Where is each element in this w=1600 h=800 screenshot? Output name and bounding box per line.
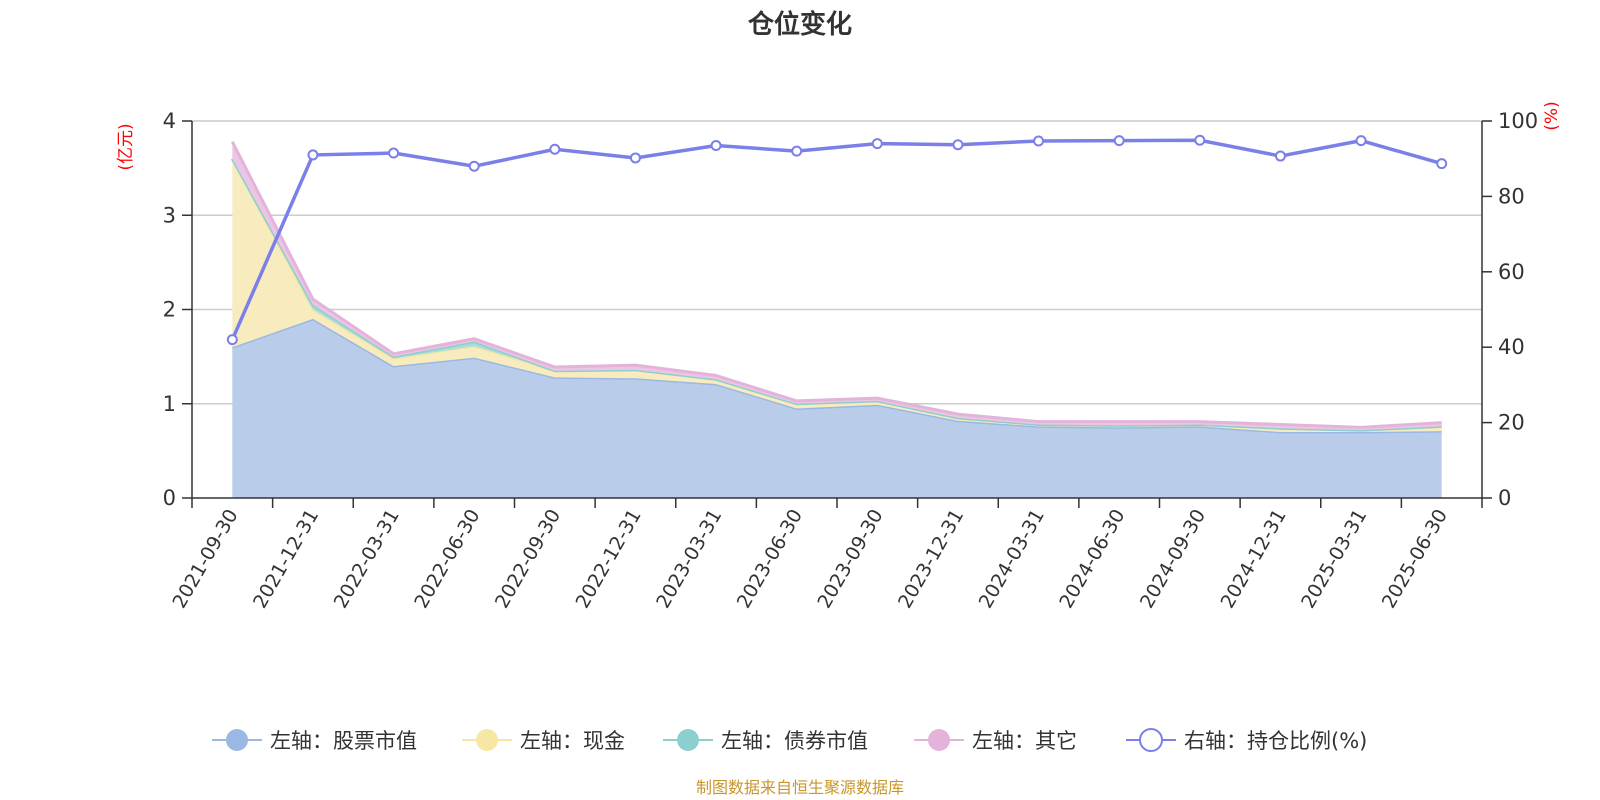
x-tick-label: 2024-09-30 xyxy=(1136,506,1210,613)
ratio-line xyxy=(230,138,1443,341)
legend-marker xyxy=(1139,728,1163,752)
x-tick-label: 2023-06-30 xyxy=(733,506,807,613)
right-tick-label: 100 xyxy=(1498,109,1538,133)
legend-label: 左轴：债券市值 xyxy=(721,729,868,753)
right-tick-label: 0 xyxy=(1498,486,1511,510)
data-source-note: 制图数据来自恒生聚源数据库 xyxy=(696,778,904,797)
x-tick-label: 2022-12-31 xyxy=(572,506,646,613)
legend-label: 右轴：持仓比例(%) xyxy=(1184,729,1367,753)
legend-label: 左轴：股票市值 xyxy=(270,729,417,753)
right-tick-label: 20 xyxy=(1498,411,1525,435)
ratio-point xyxy=(1436,158,1448,170)
stacked-areas xyxy=(230,141,1442,498)
chart-title: 仓位变化 xyxy=(747,9,852,40)
left-tick-label: 1 xyxy=(163,392,176,416)
x-tick-label: 2023-09-30 xyxy=(813,506,887,613)
x-tick-label: 2024-03-31 xyxy=(975,506,1049,613)
x-tick-label: 2023-03-31 xyxy=(652,506,726,613)
legend-marker xyxy=(928,729,950,751)
ratio-point xyxy=(710,140,722,152)
x-tick-label: 2021-12-31 xyxy=(249,506,323,613)
legend: 左轴：股票市值 左轴：现金 左轴：债券市值 左轴：其它 右轴：持仓比例(%) xyxy=(212,728,1367,753)
x-tick-label: 2024-12-31 xyxy=(1217,506,1291,613)
x-tick-label: 2025-03-31 xyxy=(1297,506,1371,613)
area-edge-line xyxy=(231,317,1442,434)
ratio-line-series xyxy=(226,134,1448,346)
legend-marker xyxy=(226,729,248,751)
right-tick-label: 80 xyxy=(1498,184,1525,208)
ratio-point xyxy=(1033,135,1045,147)
ratio-point xyxy=(871,138,883,150)
left-tick-label: 4 xyxy=(163,109,176,133)
left-tick-label: 0 xyxy=(163,486,176,510)
x-tick-label: 2022-09-30 xyxy=(491,506,565,613)
area-band xyxy=(232,318,1442,498)
legend-marker xyxy=(476,729,498,751)
left-tick-label: 2 xyxy=(163,298,176,322)
ratio-point xyxy=(1194,134,1206,146)
left-tick-label: 3 xyxy=(163,203,176,227)
ratio-point xyxy=(226,334,238,346)
ratio-point xyxy=(1274,150,1286,162)
x-tick-label: 2022-03-31 xyxy=(330,506,404,613)
ratio-point xyxy=(791,145,803,157)
area-edge-line xyxy=(230,141,1442,429)
legend-marker xyxy=(677,729,699,751)
legend-label: 左轴：其它 xyxy=(972,729,1077,753)
x-tick-label: 2021-09-30 xyxy=(168,506,242,613)
ratio-point xyxy=(388,147,400,159)
x-tick-label: 2022-06-30 xyxy=(410,506,484,613)
x-tick-label: 2024-06-30 xyxy=(1055,506,1129,613)
ratio-point xyxy=(1113,135,1125,147)
ratio-point xyxy=(468,160,480,172)
right-tick-label: 60 xyxy=(1498,260,1525,284)
ratio-point xyxy=(307,149,319,161)
right-axis-unit: (%) xyxy=(1542,101,1562,130)
ratio-point xyxy=(952,139,964,151)
ratio-point xyxy=(629,152,641,164)
legend-label: 左轴：现金 xyxy=(520,729,625,753)
right-tick-label: 40 xyxy=(1498,335,1525,359)
ratio-point xyxy=(549,143,561,155)
ratio-point xyxy=(1355,135,1367,147)
x-tick-label: 2025-06-30 xyxy=(1378,506,1452,613)
x-tick-label: 2023-12-31 xyxy=(894,506,968,613)
left-axis-unit: (亿元) xyxy=(116,123,136,170)
